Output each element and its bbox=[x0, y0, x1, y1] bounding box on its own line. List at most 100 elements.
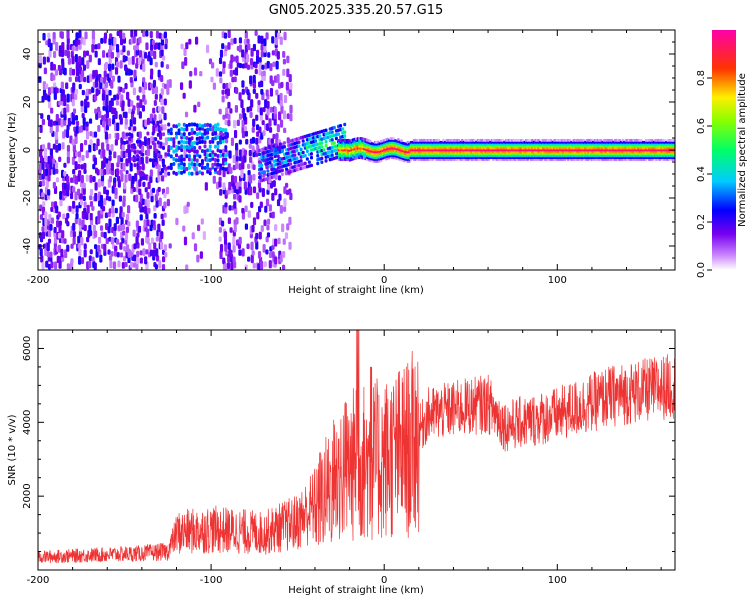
spectrogram-cell bbox=[264, 205, 268, 213]
spectrogram-cell bbox=[39, 155, 44, 164]
spectrogram-cell bbox=[262, 74, 266, 82]
spectrogram-cell bbox=[269, 106, 274, 113]
spectrogram-cell bbox=[271, 36, 275, 44]
spectrogram-cell bbox=[187, 137, 191, 142]
spectrogram-cell bbox=[269, 87, 274, 97]
spectrogram-cell bbox=[41, 231, 46, 240]
spectrogram-cell bbox=[206, 122, 210, 127]
spectrogram-cell bbox=[672, 138, 675, 142]
spectrogram-cell bbox=[203, 144, 207, 149]
spectrogram-cell bbox=[247, 43, 251, 51]
spectrogram-cell bbox=[208, 171, 212, 176]
spectrogram-cell bbox=[295, 156, 299, 161]
spectrogram-cell bbox=[115, 216, 119, 225]
spectrogram-cell bbox=[121, 104, 125, 112]
spectrogram-cell bbox=[188, 80, 192, 89]
y-tick-label: -20 bbox=[22, 190, 33, 206]
spectrogram-cell bbox=[47, 114, 51, 121]
spectrogram-cell bbox=[274, 238, 278, 247]
spectrogram-cell bbox=[86, 60, 90, 69]
spectrogram-cell bbox=[152, 249, 156, 258]
spectrogram-cell bbox=[92, 69, 96, 78]
spectrogram-cell bbox=[114, 139, 118, 146]
spectrogram-cell bbox=[247, 256, 251, 262]
spectrogram-cell bbox=[115, 238, 120, 245]
spectrogram-cell bbox=[216, 144, 220, 149]
spectrogram-cell bbox=[167, 148, 171, 153]
spectrogram-cell bbox=[182, 157, 186, 162]
spectrogram-cell bbox=[135, 236, 139, 245]
spectrogram-cell bbox=[141, 171, 145, 176]
spectrogram-cell bbox=[224, 128, 228, 133]
spectrogram-cell bbox=[63, 113, 67, 121]
spectrogram-cell bbox=[265, 89, 269, 97]
spectrogram-cell bbox=[78, 230, 83, 239]
spectrogram-cell bbox=[49, 161, 53, 170]
spectrogram-cell bbox=[229, 167, 233, 174]
spectrogram-cell bbox=[158, 197, 162, 207]
spectrogram-cell bbox=[78, 255, 82, 265]
spectrogram-cell bbox=[174, 131, 178, 136]
spectrogram-cell bbox=[252, 262, 256, 269]
spectrogram-cell bbox=[97, 178, 101, 188]
spectrogram-cell bbox=[221, 89, 225, 95]
spectrogram-cell bbox=[52, 64, 56, 71]
spectrogram-cell bbox=[330, 138, 334, 142]
spectrogram-cell bbox=[180, 161, 184, 166]
spectrogram-cell bbox=[43, 147, 48, 156]
spectrogram-cell bbox=[66, 104, 70, 113]
spectrogram-cell bbox=[105, 88, 109, 95]
spectrogram-cell bbox=[126, 50, 130, 56]
spectrogram-cell bbox=[269, 63, 273, 72]
spectrogram-cell bbox=[96, 169, 100, 176]
spectrogram-cell bbox=[177, 140, 181, 145]
spectrogram-cell bbox=[219, 250, 223, 260]
spectrogram-cell bbox=[122, 32, 126, 40]
spectrogram-cell bbox=[135, 220, 139, 228]
spectrogram-cell bbox=[125, 148, 129, 153]
spectrogram-cell bbox=[54, 236, 58, 244]
spectrogram-cell bbox=[150, 136, 154, 143]
spectrogram-cell bbox=[143, 136, 147, 141]
spectrogram-cell bbox=[141, 198, 145, 206]
spectrogram-cell bbox=[274, 173, 278, 181]
spectrogram-cell bbox=[208, 158, 212, 163]
spectrogram-cell bbox=[47, 87, 52, 96]
spectrogram-cell bbox=[211, 62, 215, 69]
spectrogram-cell bbox=[157, 164, 161, 171]
spectrogram-cell bbox=[136, 257, 140, 265]
spectrogram-cell bbox=[221, 139, 225, 144]
spectrogram-cell bbox=[66, 93, 70, 103]
spectrogram-cell bbox=[70, 243, 74, 249]
spectrogram-cell bbox=[168, 79, 172, 88]
spectrogram-cell bbox=[165, 186, 170, 195]
spectrogram-cell bbox=[111, 63, 115, 70]
spectrogram-cell bbox=[187, 145, 191, 150]
spectrogram-cell bbox=[174, 171, 178, 176]
spectrogram-cell bbox=[46, 56, 50, 63]
spectrogram-cell bbox=[244, 205, 248, 213]
spectrogram-cell bbox=[219, 153, 223, 158]
spectrogram-cell bbox=[144, 187, 148, 193]
spectrogram-cell bbox=[108, 255, 113, 261]
spectrogram-cell bbox=[227, 119, 231, 127]
spectrogram-cell bbox=[89, 73, 93, 83]
spectrogram-cell bbox=[211, 150, 215, 155]
spectrogram-cell bbox=[155, 236, 159, 242]
spectrogram-cell bbox=[122, 255, 127, 262]
spectrogram-cell bbox=[124, 124, 128, 130]
spectrogram-cell bbox=[235, 155, 239, 162]
spectrogram-cell bbox=[74, 175, 79, 185]
spectrogram-cell bbox=[160, 38, 165, 46]
spectrogram-cell bbox=[324, 143, 328, 148]
spectrogram-cell bbox=[49, 119, 53, 127]
spectrogram-cell bbox=[50, 217, 55, 224]
spectrogram-cell bbox=[257, 35, 261, 44]
spectrogram-cell bbox=[58, 156, 62, 162]
spectrogram-cell bbox=[316, 154, 320, 158]
spectrogram-cell bbox=[196, 254, 200, 263]
spectrogram-cell bbox=[245, 138, 249, 145]
spectrogram-cell bbox=[45, 260, 49, 268]
spectrogram-cell bbox=[216, 158, 220, 163]
spectrogram-cell bbox=[277, 175, 282, 181]
